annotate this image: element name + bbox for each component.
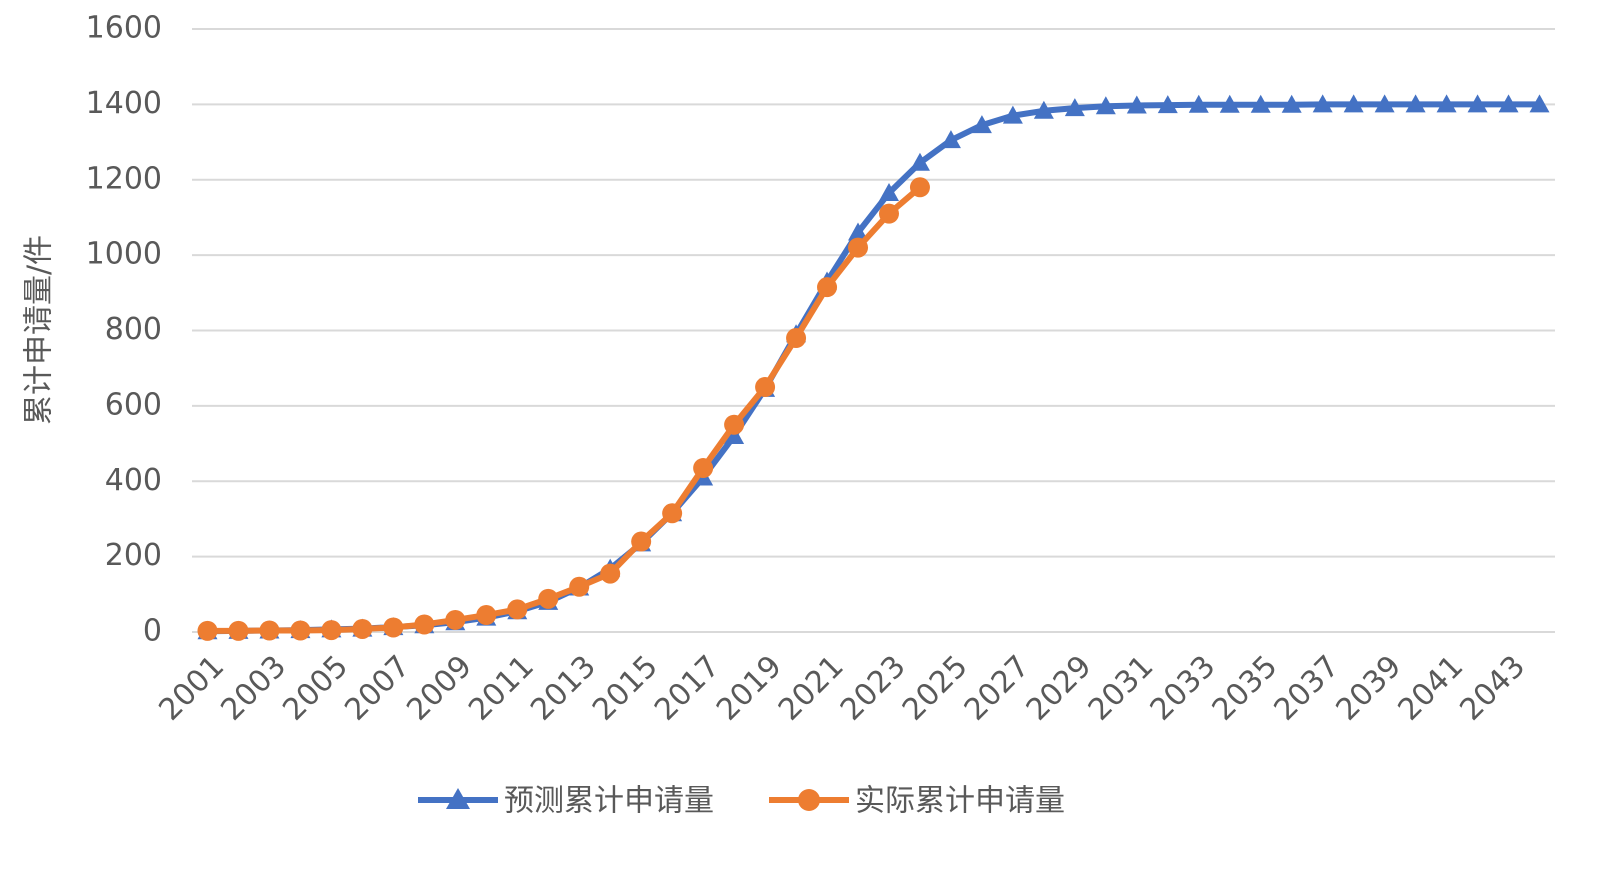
y-tick-label: 800 xyxy=(105,312,162,347)
x-tick-label: 2037 xyxy=(1268,649,1347,728)
series-marker xyxy=(445,609,466,630)
series-marker xyxy=(259,620,280,641)
series-marker xyxy=(817,277,838,298)
series-marker xyxy=(1095,96,1116,115)
series-marker xyxy=(383,617,404,638)
x-tick-label: 2043 xyxy=(1453,649,1532,728)
series-marker xyxy=(878,203,899,224)
x-tick-label: 2023 xyxy=(834,649,913,728)
x-tick-label: 2029 xyxy=(1020,649,1099,728)
x-tick-label: 2019 xyxy=(710,649,789,728)
series-marker xyxy=(755,377,776,398)
series-marker xyxy=(507,599,528,620)
x-tick-label: 2011 xyxy=(462,649,541,728)
series-marker xyxy=(1312,94,1333,113)
series-marker xyxy=(940,130,961,149)
series-marker xyxy=(1250,94,1271,113)
series-marker xyxy=(569,576,590,597)
x-tick-label: 2021 xyxy=(772,649,851,728)
series-marker xyxy=(1467,94,1488,113)
y-tick-label: 400 xyxy=(105,463,162,498)
x-tick-label: 2017 xyxy=(648,649,727,728)
y-tick-label: 1400 xyxy=(86,86,162,121)
x-tick-label: 2031 xyxy=(1082,649,1161,728)
series-marker xyxy=(197,620,218,641)
series-marker xyxy=(786,328,807,349)
series-marker xyxy=(476,605,497,626)
x-tick-label: 2015 xyxy=(586,649,665,728)
series-marker xyxy=(1374,94,1395,113)
x-tick-label: 2005 xyxy=(276,649,355,728)
series-marker xyxy=(600,563,621,584)
y-tick-label: 1600 xyxy=(86,11,162,46)
y-axis-label: 累计申请量/件 xyxy=(22,235,57,425)
series-marker xyxy=(1188,94,1209,113)
series-marker xyxy=(1281,94,1302,113)
series-line xyxy=(207,185,922,634)
series-marker xyxy=(848,237,869,258)
series-marker xyxy=(228,620,249,641)
series-marker xyxy=(1033,100,1054,119)
series-marker xyxy=(538,588,559,609)
x-tick-label: 2013 xyxy=(524,649,603,728)
series-marker xyxy=(321,620,342,641)
series-marker xyxy=(290,620,311,641)
series-marker xyxy=(662,503,683,524)
series-marker xyxy=(352,618,373,639)
series-marker xyxy=(909,177,930,198)
y-tick-label: 1200 xyxy=(86,161,162,196)
series-marker xyxy=(1498,94,1519,113)
series-marker xyxy=(1343,94,1364,113)
x-tick-label: 2025 xyxy=(896,649,975,728)
series-marker xyxy=(724,426,745,445)
series-marker xyxy=(1064,98,1085,117)
series-marker xyxy=(1157,95,1178,114)
x-tick-label: 2007 xyxy=(338,649,417,728)
series-marker xyxy=(878,182,899,201)
legend-marker xyxy=(798,789,820,811)
x-tick-label: 2001 xyxy=(152,649,231,728)
legend-label: 预测累计申请量 xyxy=(504,784,714,819)
series-marker xyxy=(414,614,435,635)
x-tick-label: 2033 xyxy=(1144,649,1223,728)
x-tick-label: 2003 xyxy=(214,649,293,728)
y-tick-label: 600 xyxy=(105,387,162,422)
series-marker xyxy=(909,152,930,171)
series-marker xyxy=(1405,94,1426,113)
x-tick-label: 2027 xyxy=(958,649,1037,728)
series-marker xyxy=(1436,94,1457,113)
x-tick-label: 2035 xyxy=(1206,649,1285,728)
series-line xyxy=(207,101,1540,635)
series-marker xyxy=(693,458,714,479)
series-marker xyxy=(631,531,652,552)
series-marker xyxy=(1002,105,1023,124)
y-tick-label: 1000 xyxy=(86,237,162,272)
y-tick-label: 200 xyxy=(105,538,162,573)
series-marker xyxy=(1529,94,1550,113)
series-marker xyxy=(1219,94,1240,113)
x-tick-label: 2039 xyxy=(1330,649,1409,728)
series-marker xyxy=(971,115,992,134)
series-marker xyxy=(848,222,869,241)
x-tick-label: 2009 xyxy=(400,649,479,728)
series-marker xyxy=(1126,95,1147,114)
legend-marker xyxy=(446,788,470,809)
y-tick-label: 0 xyxy=(143,614,162,649)
series-marker xyxy=(724,414,745,435)
legend-label: 实际累计申请量 xyxy=(855,784,1065,819)
x-tick-label: 2041 xyxy=(1392,649,1471,728)
